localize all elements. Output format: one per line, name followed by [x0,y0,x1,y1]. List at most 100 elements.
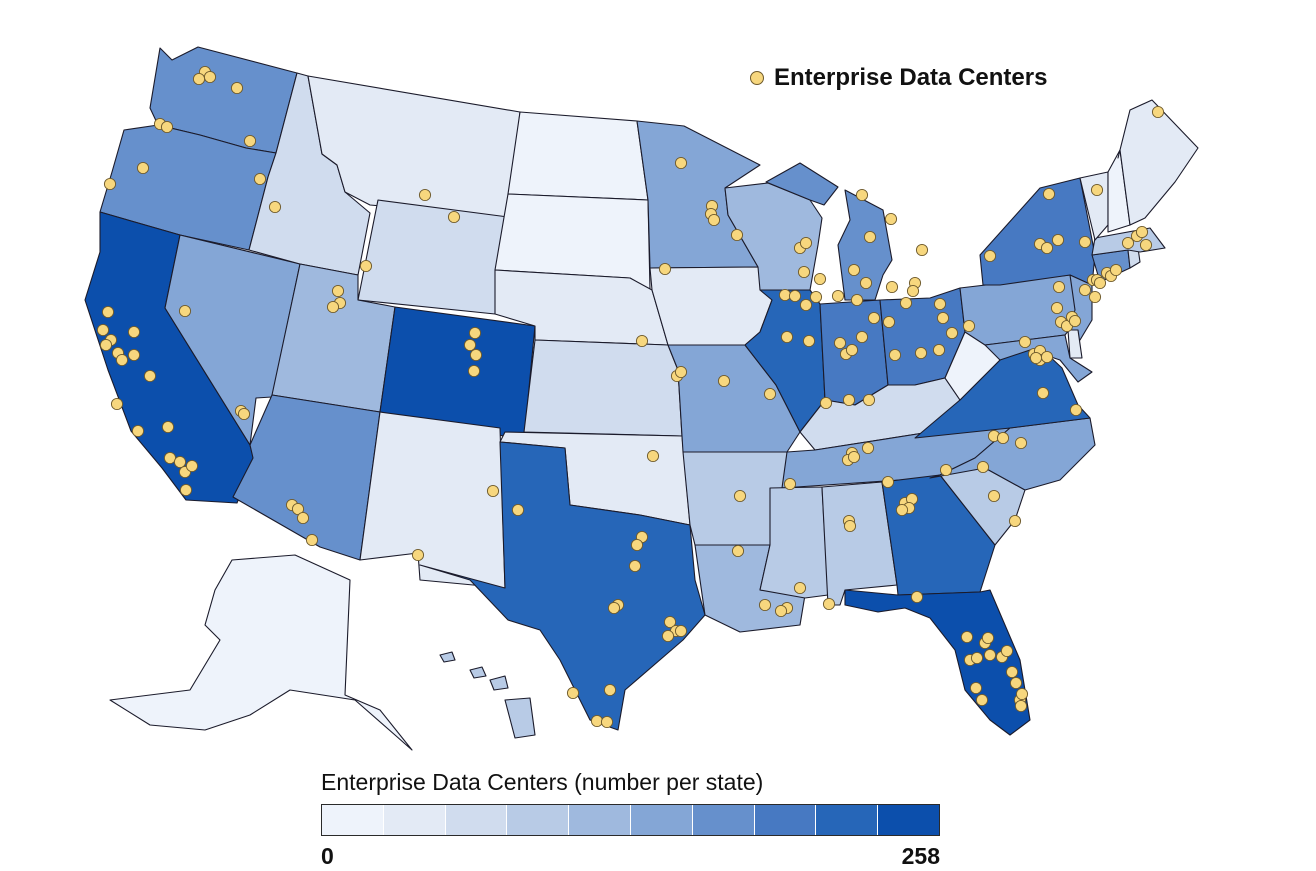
data-center-marker [885,280,899,294]
data-center-marker [996,431,1010,445]
data-center-marker [802,334,816,348]
state-ia [649,266,773,346]
point-legend-label: Enterprise Data Centers [774,64,1048,91]
data-center-marker [906,284,920,298]
data-center-marker [1005,665,1019,679]
data-center-marker [774,604,788,618]
data-center-marker [127,348,141,362]
data-center-marker [110,397,124,411]
data-center-marker [131,424,145,438]
scale-swatch-7 [692,805,755,835]
data-center-marker [1078,283,1092,297]
data-center-marker [1090,183,1104,197]
data-center-marker [1040,350,1054,364]
data-center-marker [758,598,772,612]
data-center-marker [899,296,913,310]
data-center-marker [914,346,928,360]
data-center-marker [469,348,483,362]
data-center-marker [842,393,856,407]
data-center-marker [1051,233,1065,247]
data-center-marker [831,289,845,303]
data-center-marker [936,311,950,325]
state-nd [507,111,649,201]
data-center-marker [143,369,157,383]
data-center-marker [1109,263,1123,277]
state-nc [929,417,1096,491]
state-hi [439,651,536,739]
data-center-marker [793,581,807,595]
data-center-marker [1040,241,1054,255]
data-center-marker [1121,236,1135,250]
data-center-marker [1018,335,1032,349]
data-center-marker [179,483,193,497]
data-center-marker [778,288,792,302]
data-center-marker [511,503,525,517]
state-ak [109,554,413,751]
data-center-marker [1008,514,1022,528]
data-center-marker [1139,238,1153,252]
data-center-marker [674,624,688,638]
data-center-marker [305,533,319,547]
data-center-marker [658,262,672,276]
data-center-marker [646,449,660,463]
data-center-marker [661,629,675,643]
data-center-marker [983,249,997,263]
data-center-marker [326,300,340,314]
data-center-marker [268,200,282,214]
data-center-marker [731,544,745,558]
data-center-marker [467,364,481,378]
data-center-marker [976,460,990,474]
state-me [1117,99,1199,226]
data-center-marker [663,615,677,629]
data-center-marker [797,265,811,279]
state-pa [959,274,1086,346]
data-center-marker [763,387,777,401]
data-center-marker [895,503,909,517]
data-center-marker [933,297,947,311]
scale-title: Enterprise Data Centers (number per stat… [321,769,764,795]
data-center-marker [463,338,477,352]
data-center-marker [1014,699,1028,713]
data-center-marker [855,188,869,202]
data-center-marker [975,693,989,707]
state-nm [359,411,506,589]
data-center-marker [1009,676,1023,690]
data-center-marker [987,489,1001,503]
data-center-marker [799,236,813,250]
data-center-marker [888,348,902,362]
point-legend: Enterprise Data Centers [750,64,1047,92]
data-center-marker [590,714,604,728]
data-center-marker [861,441,875,455]
data-center-marker [115,353,129,367]
state-layer [84,46,1199,751]
data-center-marker [253,172,267,186]
data-center-marker [1015,687,1029,701]
data-center-marker [939,463,953,477]
data-center-marker [962,319,976,333]
data-center-marker [847,450,861,464]
data-center-marker [1151,105,1165,119]
data-center-marker [960,630,974,644]
data-center-marker [707,213,721,227]
data-center-marker [1036,386,1050,400]
data-center-marker [192,72,206,86]
data-center-marker [845,343,859,357]
data-center-marker [411,548,425,562]
data-center-marker [630,538,644,552]
data-center-marker [1050,301,1064,315]
scale-swatch-5 [569,805,631,835]
data-center-marker [674,365,688,379]
data-center-marker [447,210,461,224]
data-center-marker [783,477,797,491]
data-center-marker [981,631,995,645]
scale-swatch-6 [630,805,693,835]
data-center-marker [331,284,345,298]
data-center-marker [103,177,117,191]
data-center-marker [717,374,731,388]
data-center-marker [884,212,898,226]
data-center-marker [1135,225,1149,239]
data-center-marker [780,330,794,344]
data-center-marker [600,715,614,729]
color-scale [321,804,940,836]
data-center-marker [173,455,187,469]
